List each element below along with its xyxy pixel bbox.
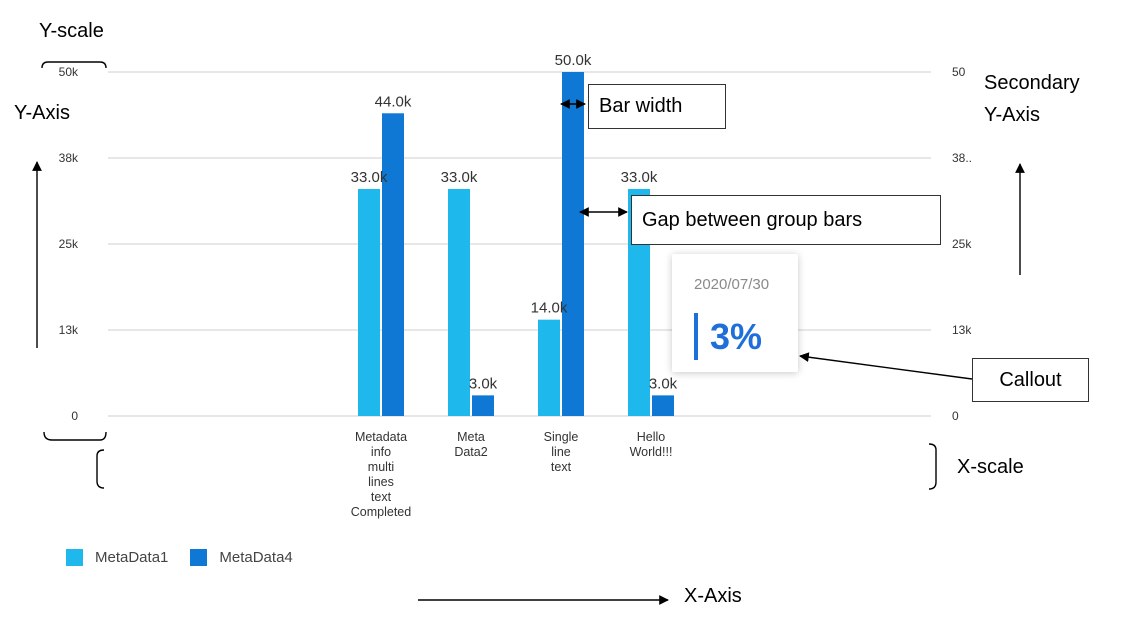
x-tick-label: info <box>371 445 391 459</box>
y-tick-label: 38k <box>59 151 79 165</box>
y-scale-annotation: Y-scale <box>39 20 104 42</box>
legend-item-series-2[interactable]: MetaData4 <box>190 549 293 566</box>
x-tick-label: Data2 <box>454 445 487 459</box>
bar-2-4[interactable] <box>652 395 674 416</box>
gap-between-group-bars-annotation: Gap between group bars <box>631 195 941 245</box>
data-label: 50.0k <box>555 52 592 69</box>
x-tick-label: Metadata <box>355 430 407 444</box>
x-scale-bracket-right <box>928 443 937 490</box>
callout-date: 2020/07/30 <box>694 276 770 293</box>
legend-item-series-1[interactable]: MetaData1 <box>66 549 168 566</box>
secondary-y-tick-label: 25k <box>952 237 972 251</box>
x-tick-label: Completed <box>351 505 411 519</box>
callout-value: 3% <box>710 316 763 357</box>
x-tick-label: Meta <box>457 430 485 444</box>
bar-1-2[interactable] <box>448 188 470 416</box>
chart-legend: MetaData1 MetaData4 <box>66 549 315 566</box>
y-tick-label: 0 <box>71 409 78 423</box>
callout-annotation: Callout <box>972 358 1089 402</box>
tooltip-callout: 2020/07/30 3% <box>672 254 798 372</box>
y-scale-bracket-bottom <box>43 431 107 441</box>
secondary-y-tick-label: 38.. <box>952 151 972 165</box>
x-scale-annotation: X-scale <box>957 456 1024 478</box>
legend-label-series-1: MetaData1 <box>95 549 169 566</box>
y-axis-annotation: Y-Axis <box>14 102 70 124</box>
data-label: 44.0k <box>375 93 412 110</box>
x-axis-annotation: X-Axis <box>684 585 742 607</box>
callout-arrow <box>799 352 973 380</box>
x-tick-label: lines <box>368 475 394 489</box>
bar-1-3[interactable] <box>538 319 560 416</box>
data-label: 14.0k <box>531 300 568 317</box>
bar-2-2[interactable] <box>472 395 494 416</box>
x-tick-label: text <box>371 490 392 504</box>
data-labels: 33.0k 33.0k 14.0k 33.0k 44.0k 3.0k 50.0k 3.0k <box>351 52 678 392</box>
data-label: 33.0k <box>621 169 658 186</box>
x-tick-label: line <box>551 445 571 459</box>
bar-1-4[interactable] <box>628 188 650 416</box>
secondary-y-axis-ticks: 0 13k 25k 38.. 50 <box>952 65 972 423</box>
y-tick-label: 13k <box>59 323 79 337</box>
x-tick-label: Single <box>544 430 579 444</box>
y-tick-label: 50k <box>59 65 79 79</box>
secondary-y-tick-label: 0 <box>952 409 959 423</box>
legend-swatch-series-2 <box>190 549 208 566</box>
secondary-y-axis-annotation-line2: Y-Axis <box>984 104 1040 126</box>
secondary-y-tick-label: 50 <box>952 65 966 79</box>
x-scale-bracket-left <box>96 449 105 489</box>
callout-accent-bar <box>694 313 698 360</box>
y-tick-label: 25k <box>59 237 79 251</box>
data-label: 33.0k <box>351 169 388 186</box>
x-axis-ticks: MetadatainfomultilinestextCompletedMetaD… <box>351 430 673 519</box>
x-tick-label: multi <box>368 460 394 474</box>
x-tick-label: Hello <box>637 430 666 444</box>
x-tick-label: World!!! <box>630 445 673 459</box>
secondary-y-axis-annotation-line1: Secondary <box>984 72 1080 94</box>
bars <box>358 72 674 416</box>
bar-2-3[interactable] <box>562 72 584 416</box>
legend-label-series-2: MetaData4 <box>219 549 293 566</box>
secondary-y-tick-label: 13k <box>952 323 972 337</box>
data-label: 3.0k <box>469 375 498 392</box>
y-axis-ticks: 0 13k 25k 38k 50k <box>59 65 79 423</box>
annotation-marks <box>32 61 1025 605</box>
bar-1-1[interactable] <box>358 188 380 416</box>
x-tick-label: text <box>551 460 572 474</box>
legend-swatch-series-1 <box>66 549 83 566</box>
bar-2-1[interactable] <box>382 113 404 416</box>
data-label: 33.0k <box>441 169 478 186</box>
y-scale-bracket-top <box>41 61 107 69</box>
data-label: 3.0k <box>649 375 678 392</box>
bar-width-annotation: Bar width <box>588 84 726 129</box>
